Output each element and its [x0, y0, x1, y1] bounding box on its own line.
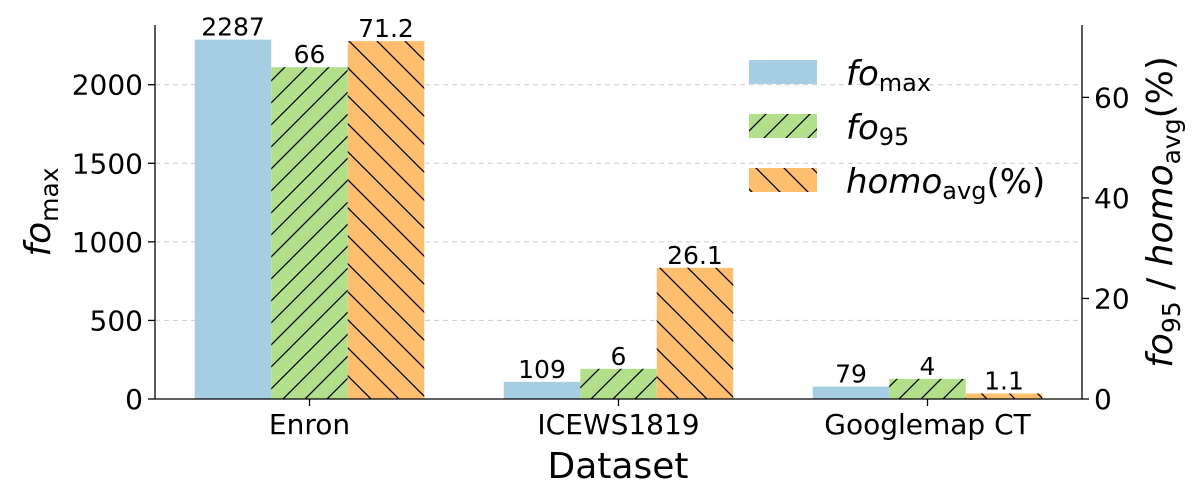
left-axis-title: fomax: [18, 167, 64, 256]
legend-item-fo-95: fo95: [749, 108, 909, 151]
x-tick-label-googlemap-ct: Googlemap CT: [824, 408, 1031, 441]
bar-hatch-fo-95-enron: [271, 67, 348, 400]
right-tick-label: 40: [1094, 182, 1130, 215]
legend: fomax fo95 homoavg(%): [749, 54, 1045, 205]
left-tick-label: 1500: [72, 147, 143, 180]
left-tick-label: 1000: [72, 226, 143, 259]
right-tick-label: 0: [1094, 383, 1112, 416]
bar-fo-max-enron: [194, 39, 272, 399]
bar-hatch-fo-95-icews1819: [580, 368, 657, 399]
bar-hatch-fo-95-googlemap-ct: [889, 378, 966, 399]
bar-hatch-homo-avg-enron: [347, 41, 425, 399]
legend-label-homo-avg: homoavg(%): [846, 162, 1045, 205]
data-label-homo-avg-enron: 71.2: [358, 14, 414, 43]
legend-swatch-fo-95-hatch: [749, 114, 817, 138]
data-label-fo-max-icews1819: 109: [518, 355, 566, 384]
left-tick-label: 500: [90, 304, 143, 337]
data-labels: 2287 66 71.2 109 6 26.1 79 4 1.1: [201, 13, 1024, 396]
right-tick-label: 60: [1094, 81, 1130, 114]
x-tick-label-enron: Enron: [269, 408, 350, 441]
x-axis-ticks: Enron ICEWS1819 Googlemap CT: [269, 399, 1032, 441]
left-tick-label: 2000: [72, 69, 143, 102]
data-label-fo-max-enron: 2287: [201, 13, 265, 42]
legend-label-fo-95: fo95: [846, 108, 909, 151]
legend-item-fo-max: fomax: [749, 54, 931, 97]
data-label-fo-95-enron: 66: [294, 40, 326, 69]
data-label-fo-95-icews1819: 6: [611, 342, 627, 371]
data-label-fo-max-googlemap-ct: 79: [835, 360, 867, 389]
bar-fo-max-icews1819: [503, 381, 581, 399]
data-label-homo-avg-icews1819: 26.1: [667, 241, 723, 270]
legend-item-homo-avg: homoavg(%): [749, 162, 1045, 205]
left-tick-label: 0: [125, 383, 143, 416]
data-label-homo-avg-googlemap-ct: 1.1: [984, 366, 1024, 395]
right-tick-label: 20: [1094, 282, 1130, 315]
left-axis-ticks: 0 500 1000 1500 2000: [72, 69, 155, 416]
x-tick-label-icews1819: ICEWS1819: [537, 408, 699, 441]
bars: [194, 39, 1043, 400]
legend-label-fo-max: fomax: [846, 54, 931, 97]
right-axis-title: fo95 / homoavg(%): [1140, 56, 1186, 368]
legend-swatch-homo-avg-hatch: [749, 168, 817, 192]
bar-fo-max-googlemap-ct: [812, 386, 890, 399]
bar-hatch-homo-avg-googlemap-ct: [965, 393, 1043, 399]
x-axis-title: Dataset: [548, 446, 689, 487]
right-axis-ticks: 0 20 40 60: [1082, 81, 1130, 416]
data-label-fo-95-googlemap-ct: 4: [920, 352, 936, 381]
bar-hatch-homo-avg-icews1819: [656, 267, 734, 399]
legend-swatch-fo-max: [749, 60, 817, 84]
